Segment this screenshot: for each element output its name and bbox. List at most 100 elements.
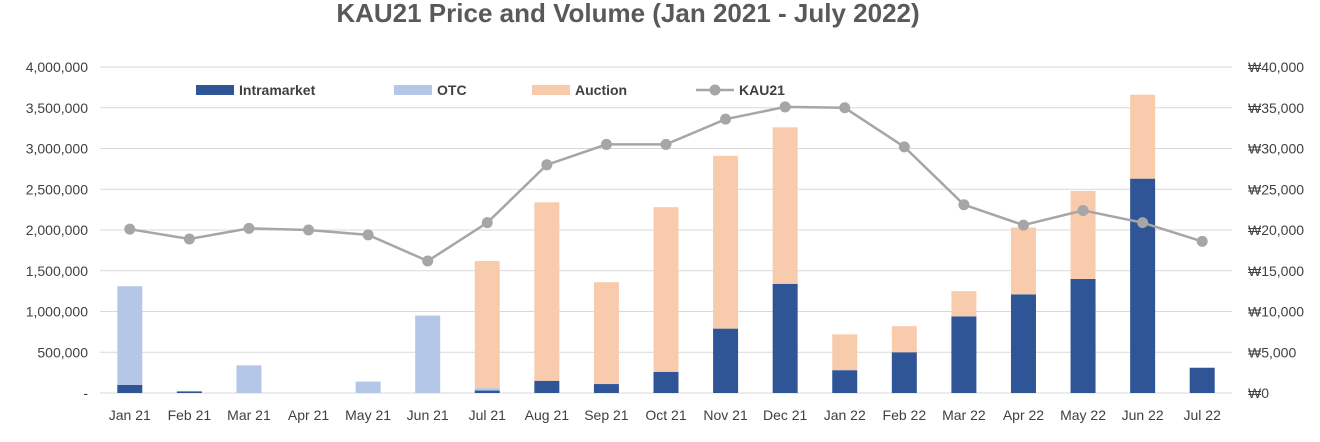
bar-intramarket — [176, 391, 202, 393]
point-kau21 — [660, 138, 672, 150]
bar-auction — [832, 334, 858, 371]
legend-swatch-intramarket — [196, 85, 234, 95]
bar-auction — [713, 155, 739, 329]
y-right-tick-label: ₩0 — [1248, 385, 1269, 401]
bar-otc — [236, 365, 262, 393]
point-kau21 — [958, 199, 970, 211]
x-tick-label: Nov 21 — [703, 407, 748, 423]
x-tick-label: Mar 21 — [227, 407, 271, 423]
bar-auction — [593, 282, 619, 385]
x-tick-label: Mar 22 — [942, 407, 986, 423]
bar-intramarket — [832, 370, 858, 393]
legend-swatch-auction — [532, 85, 570, 95]
y-right-tick-label: ₩10,000 — [1248, 304, 1304, 320]
x-tick-label: Feb 21 — [168, 407, 212, 423]
point-kau21 — [303, 224, 315, 236]
point-kau21 — [243, 222, 255, 234]
y-right-tick-label: ₩5,000 — [1248, 344, 1296, 360]
x-tick-label: Dec 21 — [763, 407, 808, 423]
bar-intramarket — [474, 390, 500, 393]
bar-otc — [415, 315, 441, 393]
point-kau21 — [1196, 235, 1208, 247]
legend-label-intramarket: Intramarket — [239, 82, 316, 98]
y-right-tick-label: ₩40,000 — [1248, 59, 1304, 75]
x-tick-label: Apr 22 — [1003, 407, 1044, 423]
legend-marker-kau21 — [709, 84, 721, 96]
x-tick-label: Feb 22 — [883, 407, 927, 423]
bars — [117, 94, 1215, 393]
y-right-tick-label: ₩30,000 — [1248, 141, 1304, 157]
axes: - ₩0 500,000 ₩5,000 1,000,000 ₩10,000 1,500,00… — [26, 59, 1305, 423]
x-tick-label: Jan 21 — [109, 407, 151, 423]
bar-otc — [355, 381, 381, 393]
bar-auction — [474, 260, 500, 389]
x-tick-label: May 21 — [345, 407, 391, 423]
bar-auction — [1070, 190, 1096, 279]
point-kau21 — [541, 159, 553, 171]
x-tick-label: Jun 22 — [1122, 407, 1164, 423]
x-tick-label: Jun 21 — [407, 407, 449, 423]
y-left-tick-label: 500,000 — [37, 344, 88, 360]
x-tick-label: May 22 — [1060, 407, 1106, 423]
y-right-tick-label: ₩15,000 — [1248, 263, 1304, 279]
legend-label-auction: Auction — [575, 82, 627, 98]
legend: Intramarket OTC Auction KAU21 — [196, 82, 785, 98]
x-tick-label: Jul 22 — [1184, 407, 1222, 423]
legend-label-otc: OTC — [437, 82, 467, 98]
bar-intramarket — [891, 352, 917, 393]
x-tick-label: Apr 21 — [288, 407, 329, 423]
y-left-tick-label: 2,000,000 — [26, 222, 88, 238]
bar-otc — [474, 388, 500, 391]
x-tick-label: Sep 21 — [584, 407, 629, 423]
point-kau21 — [898, 141, 910, 153]
bar-auction — [534, 202, 560, 381]
bar-intramarket — [951, 316, 977, 393]
bar-auction — [1130, 94, 1156, 179]
point-kau21 — [422, 255, 434, 267]
chart-title: KAU21 Price and Volume (Jan 2021 - July … — [336, 0, 919, 28]
point-kau21 — [1017, 219, 1029, 231]
point-kau21 — [124, 223, 136, 235]
bar-auction — [951, 291, 977, 317]
bar-intramarket — [772, 283, 798, 393]
y-left-tick-label: 1,000,000 — [26, 304, 88, 320]
point-kau21 — [839, 102, 851, 114]
x-tick-label: Jul 21 — [469, 407, 507, 423]
bar-intramarket — [1070, 278, 1096, 393]
bar-auction — [1010, 227, 1036, 295]
price-line — [124, 101, 1208, 267]
point-kau21 — [720, 113, 732, 125]
point-kau21 — [183, 233, 195, 245]
y-left-tick-label: 3,000,000 — [26, 141, 88, 157]
bar-intramarket — [1130, 178, 1156, 393]
x-tick-label: Jan 22 — [824, 407, 866, 423]
point-kau21 — [1077, 204, 1089, 216]
x-tick-label: Aug 21 — [525, 407, 570, 423]
legend-swatch-otc — [394, 85, 432, 95]
point-kau21 — [600, 138, 612, 150]
point-kau21 — [362, 229, 374, 241]
y-right-tick-label: ₩25,000 — [1248, 181, 1304, 197]
point-kau21 — [481, 217, 493, 229]
y-left-tick-label: 3,500,000 — [26, 100, 88, 116]
bar-auction — [772, 127, 798, 284]
x-tick-label: Oct 21 — [645, 407, 686, 423]
y-left-tick-label: 4,000,000 — [26, 59, 88, 75]
bar-intramarket — [713, 328, 739, 393]
bar-auction — [653, 207, 679, 372]
bar-auction — [891, 326, 917, 353]
bar-intramarket — [117, 384, 143, 393]
bar-otc — [117, 286, 143, 385]
y-right-tick-label: ₩20,000 — [1248, 222, 1304, 238]
y-left-tick-label: 1,500,000 — [26, 263, 88, 279]
y-left-tick-label: - — [83, 385, 88, 401]
bar-intramarket — [653, 371, 679, 393]
legend-label-kau21: KAU21 — [739, 82, 785, 98]
y-right-tick-label: ₩35,000 — [1248, 100, 1304, 116]
point-kau21 — [1137, 217, 1149, 229]
point-kau21 — [779, 101, 791, 113]
bar-intramarket — [593, 384, 619, 393]
bar-intramarket — [534, 380, 560, 393]
bar-intramarket — [1189, 367, 1215, 393]
